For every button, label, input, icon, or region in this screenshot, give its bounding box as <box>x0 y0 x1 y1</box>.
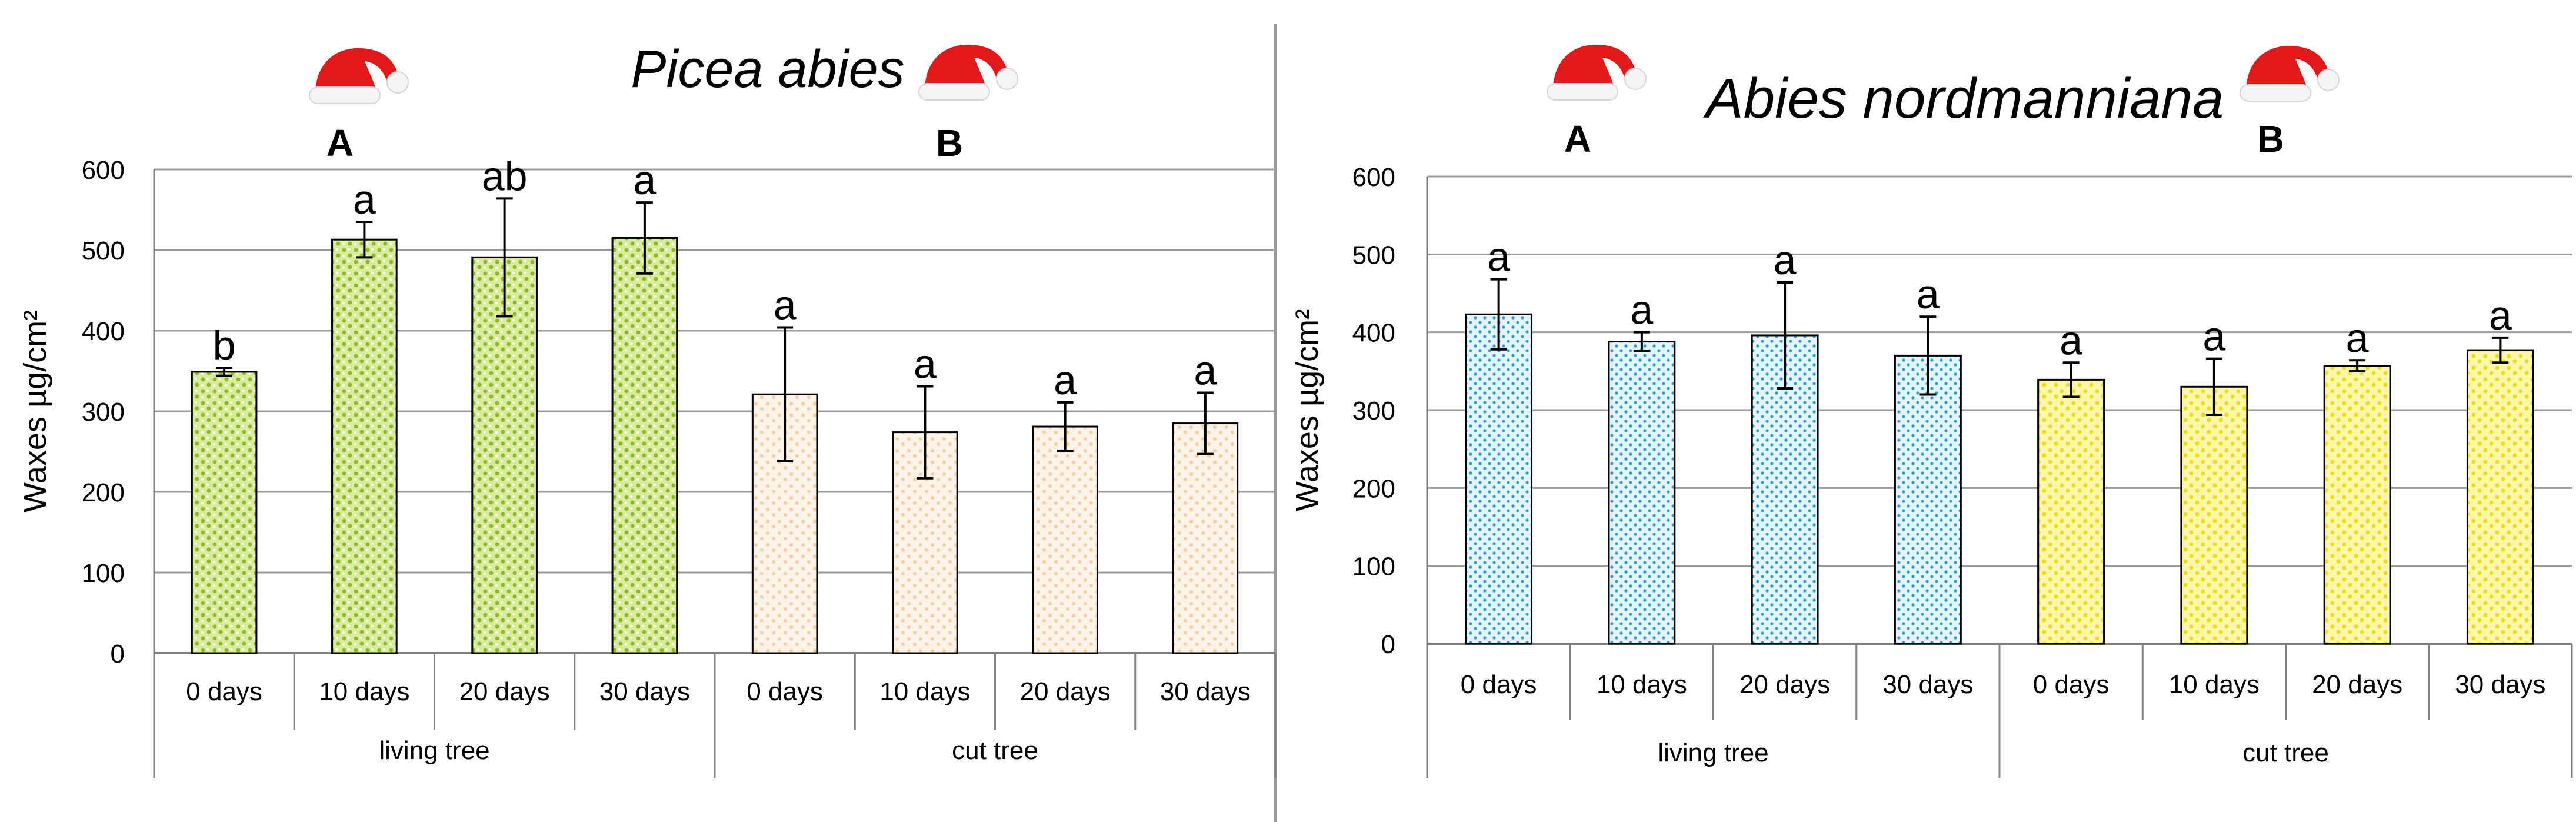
bar <box>611 237 678 654</box>
significance-label: a <box>914 341 937 387</box>
group-label: living tree <box>379 736 489 765</box>
significance-label: a <box>1487 234 1510 280</box>
y-axis-label: Waxes µg/cm² <box>18 310 53 512</box>
group-letter: B <box>936 122 963 164</box>
y-tick-label: 600 <box>82 156 125 185</box>
y-tick-label: 400 <box>1352 319 1395 348</box>
x-tick-label: 30 days <box>599 677 690 706</box>
y-tick-label: 600 <box>1352 163 1395 192</box>
y-tick-label: 0 <box>1381 630 1395 659</box>
chart-abies-nordmanniana: Abies nordmanniana a a a a a a a a 0 100 200 300 40… <box>1289 44 2573 778</box>
y-tick-label: 200 <box>1352 474 1395 503</box>
x-tick-label: 20 days <box>1739 670 1830 699</box>
y-tick-label: 0 <box>111 640 125 668</box>
group-letter: A <box>326 122 354 164</box>
group-label: living tree <box>1658 738 1768 767</box>
chart-title: Abies nordmanniana <box>1703 67 2224 130</box>
x-tick-label: 10 days <box>879 677 970 706</box>
x-tick-label: 0 days <box>186 677 262 706</box>
y-tick-label: 300 <box>1352 397 1395 425</box>
bar <box>191 371 258 654</box>
group-letter: B <box>2257 118 2284 160</box>
significance-label: a <box>633 157 656 203</box>
x-axis: 0 days 10 days 20 days 30 days 0 days 10 days… <box>1426 644 2573 778</box>
x-tick-label: 0 days <box>747 677 823 706</box>
gridlines <box>154 168 1275 654</box>
bar <box>471 256 538 654</box>
bar-series: a a a a a a a a <box>1465 234 2534 645</box>
santa-hat-icon <box>1547 44 1647 101</box>
y-tick-label: 100 <box>1352 553 1395 581</box>
y-axis-label: Waxes µg/cm² <box>1289 309 1325 511</box>
bar <box>2466 349 2534 645</box>
bar <box>2323 365 2391 645</box>
x-tick-label: 10 days <box>2169 670 2260 699</box>
x-tick-label: 20 days <box>1020 677 1111 706</box>
group-label: cut tree <box>2242 738 2329 767</box>
chart-title: Picea abies <box>631 40 904 99</box>
x-tick-label: 0 days <box>2033 670 2110 699</box>
y-tick-label: 200 <box>82 478 125 507</box>
x-tick-label: 20 days <box>459 677 550 706</box>
bar <box>1172 422 1239 654</box>
significance-label: a <box>1774 237 1797 283</box>
x-tick-label: 10 days <box>319 677 409 706</box>
significance-label: b <box>213 322 236 368</box>
bar <box>2180 385 2248 645</box>
y-axis: 0 100 200 300 400 500 600 <box>1352 163 1428 659</box>
significance-label: a <box>1054 357 1077 403</box>
significance-label: a <box>353 177 376 222</box>
significance-label: a <box>2489 292 2512 338</box>
significance-label: a <box>2060 317 2082 363</box>
x-tick-label: 10 days <box>1597 670 1687 699</box>
chart-picea-abies: Picea abies b a ab a a a a a 0 100 200 300 400 500 60… <box>18 40 1277 778</box>
x-tick-label: 0 days <box>1461 670 1537 699</box>
gridlines <box>1427 175 2572 645</box>
bar <box>1894 354 1962 645</box>
x-tick-label: 30 days <box>2455 670 2545 699</box>
x-tick-label: 20 days <box>2312 670 2402 699</box>
significance-label: a <box>1917 271 1940 317</box>
bar-series: b a ab a a a a a <box>191 153 1239 654</box>
bar <box>1465 313 1533 645</box>
y-axis: 0 100 200 300 400 500 600 <box>82 156 155 668</box>
bar <box>1608 341 1676 645</box>
significance-label: a <box>1630 287 1653 333</box>
bar <box>1032 425 1098 654</box>
bar <box>331 238 398 654</box>
y-tick-label: 100 <box>82 559 125 588</box>
bar <box>2037 378 2105 645</box>
significance-label: a <box>2202 314 2225 360</box>
x-tick-label: 30 days <box>1160 677 1251 706</box>
significance-label: a <box>774 282 797 328</box>
group-letter: A <box>1564 118 1591 160</box>
y-tick-label: 400 <box>82 317 125 346</box>
y-tick-label: 500 <box>1352 241 1395 269</box>
santa-hat-icon <box>918 44 1018 101</box>
y-tick-label: 500 <box>82 237 125 265</box>
significance-label: a <box>1194 347 1217 393</box>
significance-label: a <box>2346 315 2369 361</box>
x-axis: 0 days 10 days 20 days 30 days 0 days 10 days… <box>153 653 1277 778</box>
santa-hat-icon <box>2240 45 2340 102</box>
santa-hat-icon <box>309 47 409 104</box>
x-tick-label: 30 days <box>1882 670 1973 699</box>
significance-label: ab <box>482 153 528 199</box>
group-label: cut tree <box>952 736 1038 765</box>
y-tick-label: 300 <box>82 398 125 427</box>
